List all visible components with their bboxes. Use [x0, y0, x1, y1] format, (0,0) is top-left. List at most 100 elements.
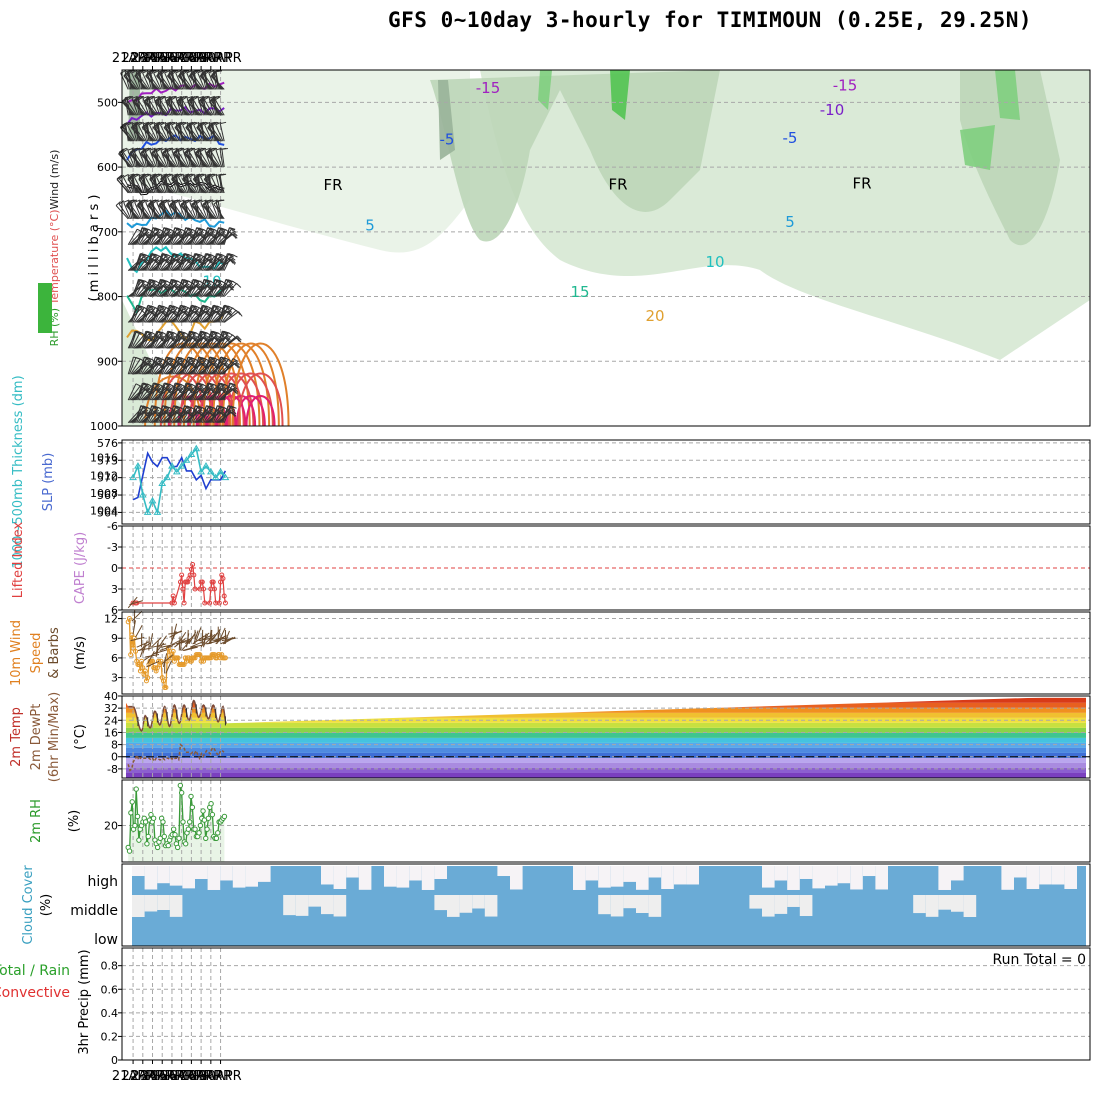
wind-barb-flag — [198, 229, 204, 234]
wind-barb-staff — [173, 331, 181, 349]
wind-barb-staff — [223, 358, 234, 375]
wind-barb-flag — [163, 283, 169, 289]
wind-barb-staff — [203, 205, 217, 220]
cloud-gap-high — [787, 866, 800, 890]
wind10-barb — [129, 600, 144, 606]
wind-barb-staff — [203, 407, 214, 424]
wind-barb-staff — [148, 99, 160, 116]
lifted-index-point — [218, 579, 224, 585]
wind-barb-flag — [196, 149, 202, 154]
rh2m-point — [196, 830, 202, 836]
wind-barb-flag — [177, 148, 184, 153]
wind-barb-flag — [121, 97, 127, 103]
wind-barb-flag — [218, 173, 225, 177]
wind-barb-staff — [197, 72, 206, 90]
y-tick-label: 6 — [111, 604, 118, 617]
wind-barb-flag — [158, 360, 164, 366]
wind10-point — [150, 658, 156, 664]
wind-barb-flag — [130, 174, 136, 180]
wind-barb-flag — [145, 173, 151, 178]
wind-barb-staff — [196, 305, 204, 323]
wind-barb-staff — [151, 178, 164, 194]
wind-barb-flag — [157, 331, 164, 335]
wind-barb-staff — [136, 282, 149, 297]
wind-barb-flag — [158, 201, 164, 206]
wind-barb-staff — [200, 101, 213, 116]
lifted-index-point — [220, 576, 226, 581]
wind-barb-staff — [210, 279, 218, 297]
date-label-top: 22APR — [122, 51, 164, 66]
wind-barb-flag — [202, 201, 208, 206]
date-label-bottom: 22APR — [122, 1069, 164, 1084]
isotherm-label: FR — [323, 176, 342, 194]
wind-barb-flag — [137, 70, 144, 76]
temp-color-band — [126, 732, 1086, 738]
wind-barb-staff — [204, 356, 211, 375]
wind10-point — [181, 661, 187, 667]
wind-barb-staff — [209, 305, 218, 323]
wind-barb-staff — [155, 307, 167, 323]
wind-barb-staff — [195, 178, 208, 194]
wind-barb-staff — [166, 279, 174, 297]
wind-barb-staff — [154, 334, 167, 349]
wind10-barb — [179, 636, 183, 651]
cloud-gap-high — [862, 866, 876, 877]
wind-barb-flag — [229, 382, 236, 386]
wind-barb-flag — [165, 256, 171, 262]
cloud-gap-high — [686, 866, 699, 885]
wind-barb-staff — [138, 356, 145, 375]
wind-barb-staff — [127, 124, 136, 142]
wind-barb-staff — [144, 279, 152, 297]
wind-barb-flag — [145, 358, 152, 363]
y-tick-label: 9 — [111, 632, 118, 645]
wind-barb-staff — [155, 176, 166, 194]
y-tick-label: 16 — [104, 726, 118, 739]
panel-frame-up — [121, 69, 1091, 427]
slp-tick-label: 1004 — [90, 505, 118, 518]
wind-barb-staff — [209, 279, 216, 297]
wind-barb-flag — [205, 149, 211, 155]
wind-barb-staff — [159, 227, 167, 245]
wind-barb-staff — [137, 99, 149, 116]
wind-barb-staff — [149, 150, 157, 168]
wind-barb-staff — [183, 357, 192, 375]
wind-barb-staff — [183, 331, 190, 349]
wind-barb-flag — [208, 123, 214, 129]
wind-barb-staff — [195, 331, 203, 349]
wind-barb-staff — [201, 405, 210, 423]
cloud-gap-high — [220, 866, 233, 881]
wind-barb-flag — [189, 71, 196, 77]
cloud-gap-high — [573, 866, 586, 890]
cloud-gap-high — [1051, 866, 1065, 885]
wind10-point — [160, 678, 166, 684]
wind-barb-flag — [236, 337, 242, 343]
wind-barb-staff — [127, 383, 137, 401]
wind-barb-staff — [127, 228, 138, 246]
wind-barb-flag — [151, 174, 158, 180]
slp-tick-label: 1012 — [90, 469, 118, 482]
wind-barb-flag — [233, 233, 238, 239]
cloud-gap-middle — [157, 895, 170, 910]
y-tick-label: 20 — [104, 820, 118, 833]
wind-barb-flag — [146, 71, 152, 77]
wind-barb-flag — [178, 97, 184, 102]
wind-barb-flag — [133, 122, 140, 128]
wind-barb-staff — [180, 205, 193, 220]
upper-axis-labels: RH (%) Temperature (°C)Wind (m/s) — [48, 150, 61, 347]
wind-barb-staff — [216, 330, 223, 349]
wind-barb-flag — [120, 123, 126, 128]
thickness-line-point — [134, 462, 142, 469]
y-tick-label: 3 — [111, 672, 118, 685]
wind10-point — [137, 668, 143, 674]
thickness-line-point — [163, 473, 171, 481]
wind-barb-flag — [229, 227, 236, 230]
wind-barb-staff — [140, 178, 153, 194]
cloud-gap-high — [1064, 866, 1077, 889]
wind-barb-flag — [182, 96, 188, 101]
wind-barb-staff — [171, 356, 178, 375]
date-label-top: 29APR — [190, 51, 232, 66]
wind-barb-staff — [156, 75, 169, 90]
wind10-barb — [170, 630, 177, 645]
wind-barb-flag — [182, 121, 189, 126]
rh2m-point — [209, 811, 216, 818]
